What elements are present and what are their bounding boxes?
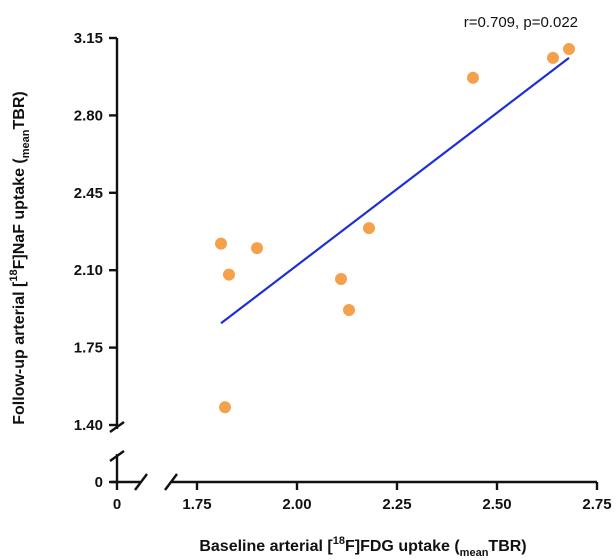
y-tick-label: 0 [95, 474, 103, 491]
y-tick-label: 2.10 [74, 262, 103, 279]
x-tick-label: 2.50 [482, 496, 511, 513]
data-point [547, 51, 559, 64]
data-point [251, 242, 263, 255]
stat-annotation: r=0.709, p=0.022 [464, 14, 578, 31]
x-axis-break-mark [134, 473, 148, 491]
x-tick-label: 2.75 [582, 496, 611, 513]
y-tick-label: 2.45 [74, 185, 103, 202]
y-tick-label: 2.80 [74, 107, 103, 124]
x-axis-title: Baseline arterial [18F]FDG uptake (meanT… [199, 535, 526, 559]
y-axis-break-mark [109, 421, 125, 433]
data-point [215, 237, 227, 250]
data-point [363, 222, 375, 235]
y-tick-label: 1.75 [74, 340, 103, 357]
x-tick-label: 2.25 [382, 496, 411, 513]
data-point [219, 401, 231, 414]
plot-area [215, 43, 575, 414]
data-point [343, 304, 355, 317]
y-tick-label: 3.15 [74, 30, 103, 47]
data-point [223, 268, 235, 281]
y-axis-break-mark [109, 450, 125, 462]
ticks: 0 1.40 1.75 2.10 2.45 2.80 3.15 0 1.75 2.00 2.25 2.… [74, 30, 612, 513]
regression-line [220, 57, 570, 325]
x-tick-label: 2.00 [282, 496, 311, 513]
data-point [467, 71, 479, 84]
x-tick-label: 0 [113, 496, 121, 513]
y-axis-title: Follow-up arterial [18F]NaF uptake (mean… [8, 91, 32, 424]
x-tick-label: 1.75 [182, 496, 211, 513]
y-tick-label: 1.40 [74, 417, 103, 434]
x-axis-break-mark [164, 473, 178, 491]
data-point [563, 43, 575, 56]
axes [109, 38, 597, 491]
data-point [335, 273, 347, 286]
